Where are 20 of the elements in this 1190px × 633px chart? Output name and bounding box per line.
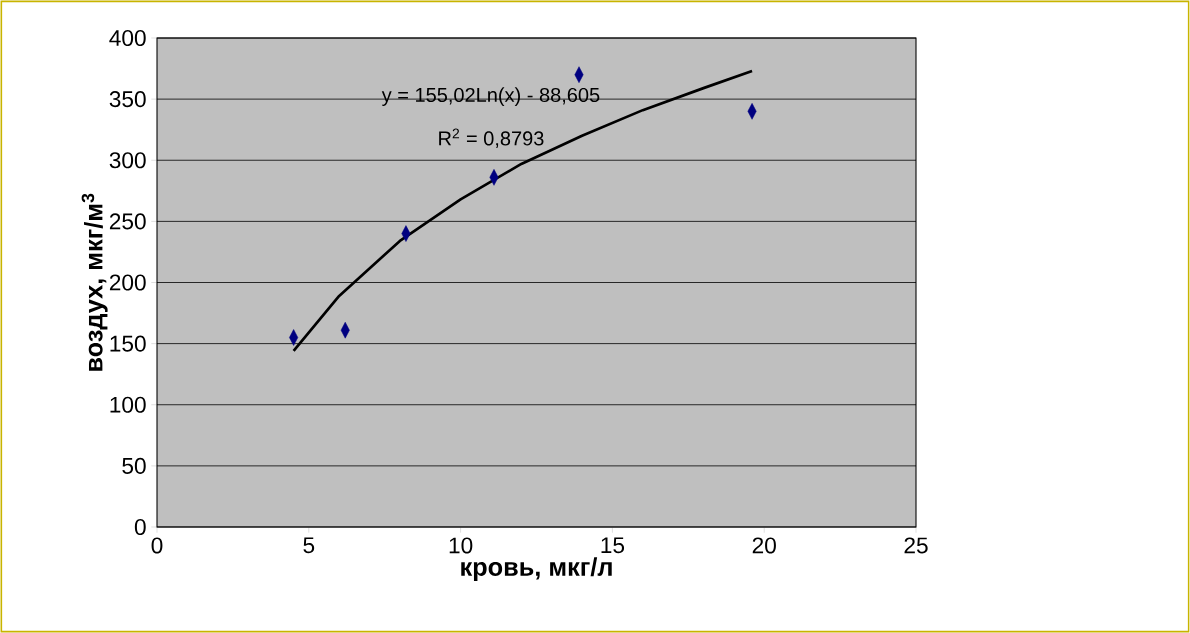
x-tick-label: 25: [904, 537, 928, 554]
x-tick-label: 5: [303, 537, 315, 554]
y-tick-label: 150: [110, 335, 146, 352]
annotation: R$^{2}$ = 0,8793: [439, 128, 544, 148]
y-tick-label: 400: [109, 29, 146, 47]
y-tick-label: 0: [134, 518, 146, 536]
y-tick-label: 50: [122, 457, 146, 474]
x-tick-label: 0: [151, 537, 163, 554]
x-axis-title: кровь, мкг/л: [461, 557, 612, 581]
y-tick-label: 250: [109, 213, 146, 230]
x-tick-label: 10: [449, 537, 473, 554]
y-tick-label: 100: [110, 396, 146, 413]
y-axis-title: воздух, мкг/м$^{3}$: [81, 193, 108, 371]
line-series: [292, 69, 754, 353]
x-tick-label: 20: [752, 537, 776, 554]
y-tick-label: 300: [109, 152, 146, 169]
x-tick-label: 15: [601, 537, 625, 554]
annotation: y = 155,02Ln(x) - 88,605: [381, 87, 600, 106]
y-tick-label: 350: [109, 91, 146, 108]
y-tick-label: 200: [109, 274, 146, 291]
